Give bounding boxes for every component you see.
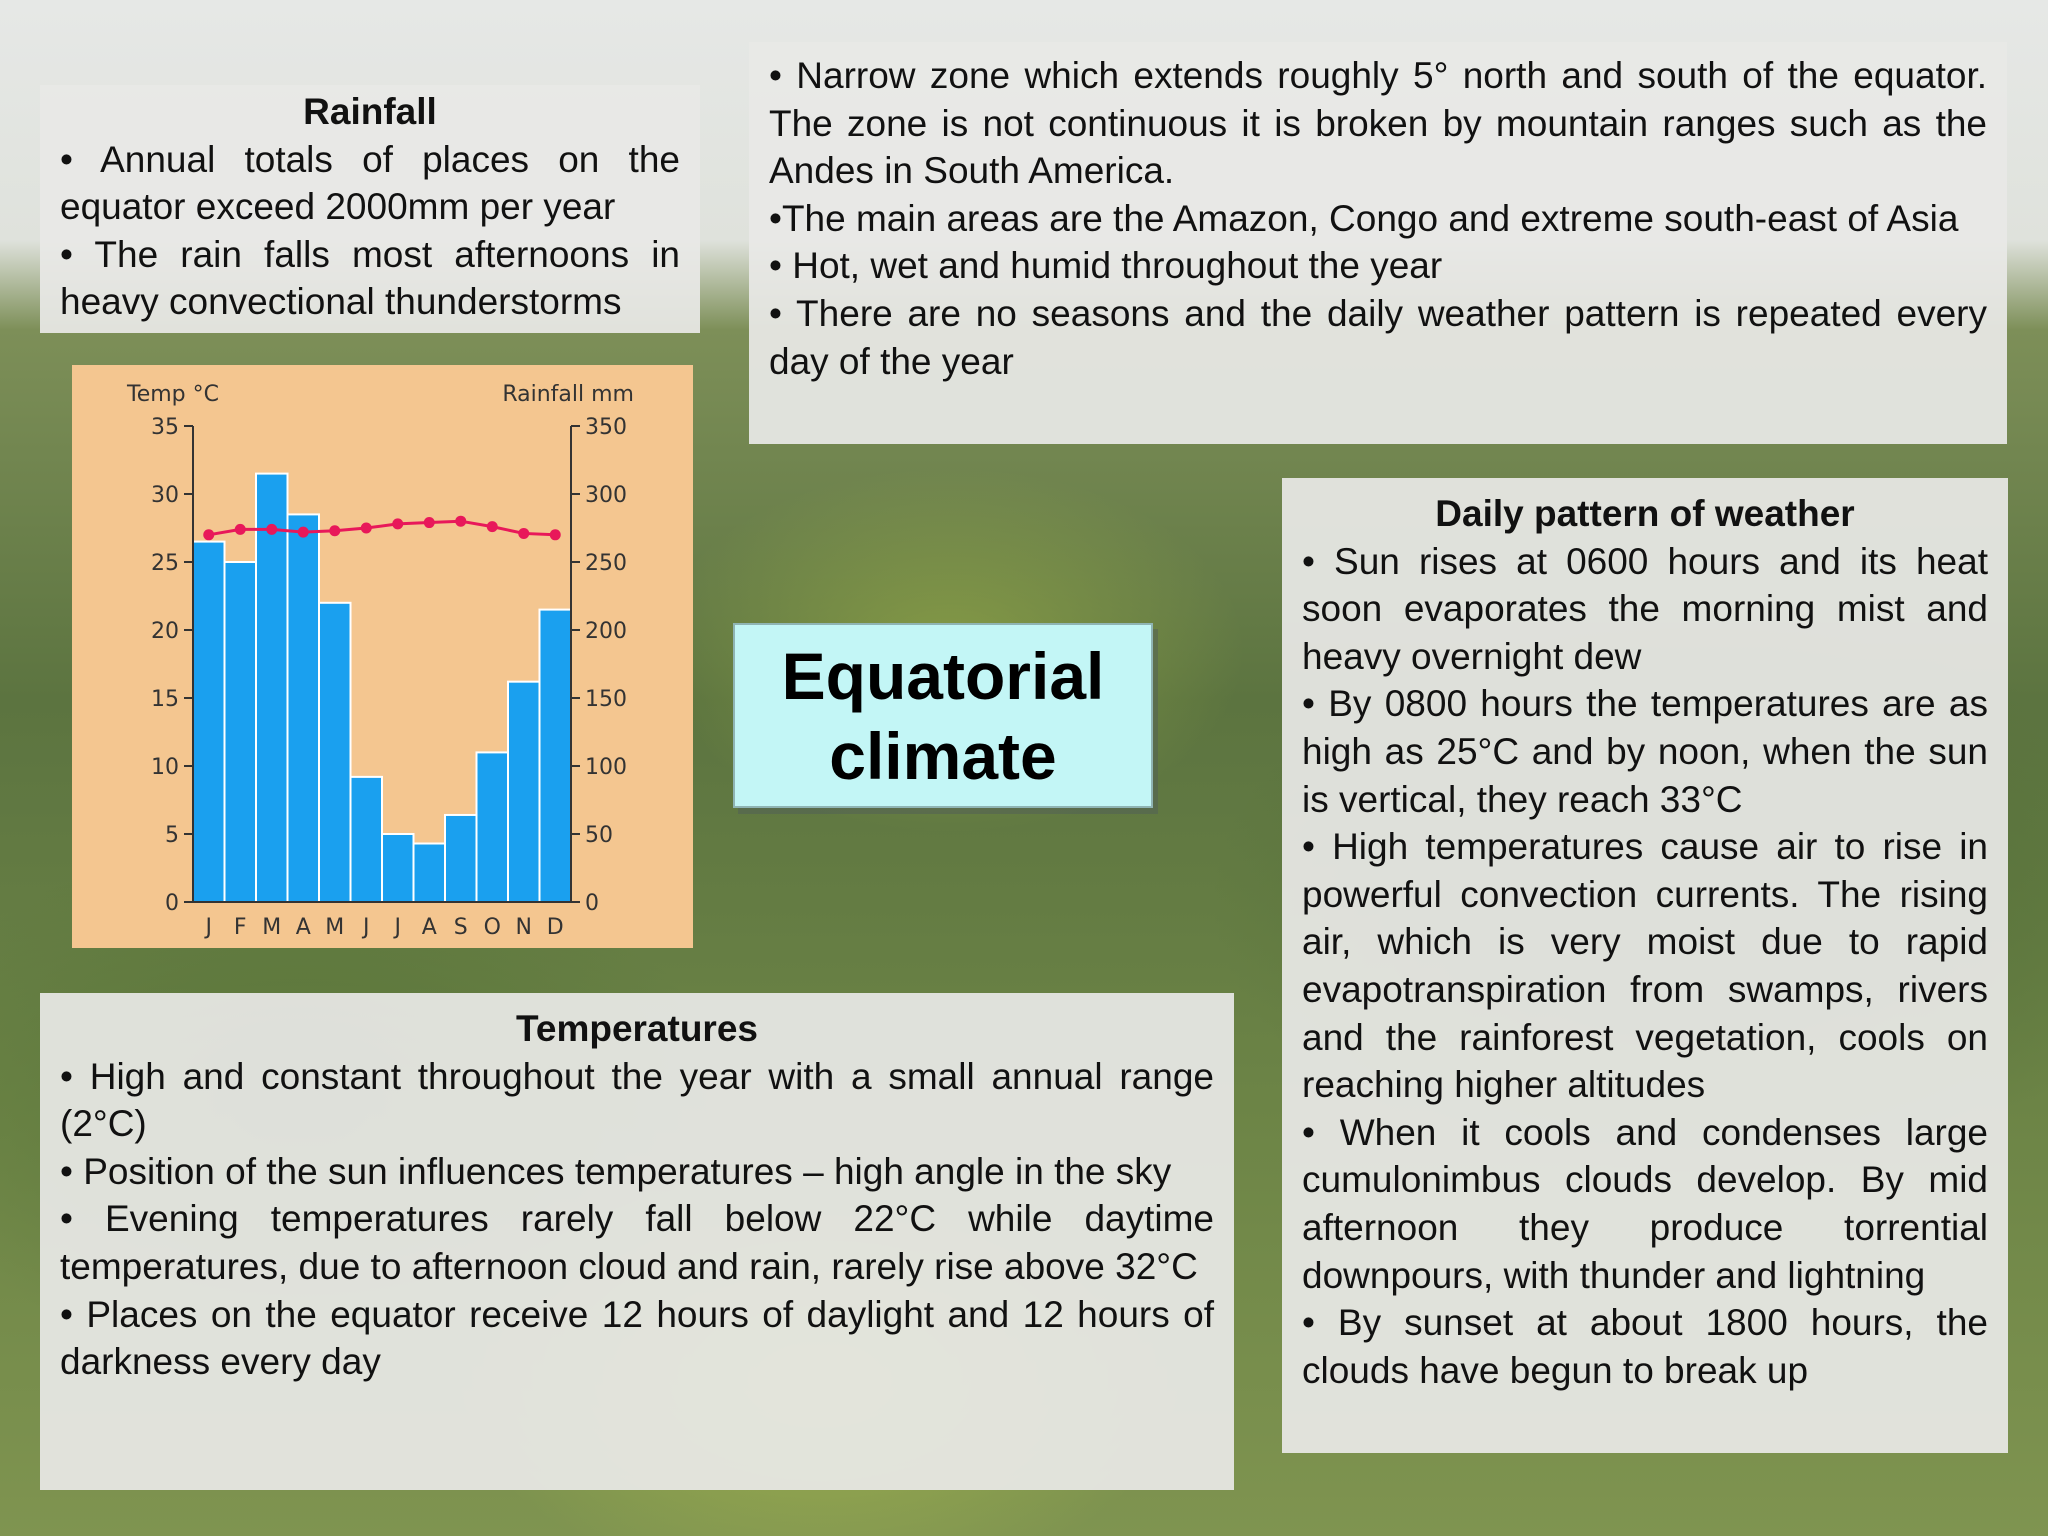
month-label: J [204, 915, 213, 940]
right-tick-label: 0 [585, 891, 599, 916]
rainfall-bar [286, 513, 320, 903]
right-tick-label: 100 [585, 755, 627, 780]
rainfall-bar [475, 751, 509, 903]
temperature-point [392, 518, 404, 530]
left-tick-label: 20 [151, 619, 179, 644]
temperature-point [329, 525, 341, 537]
rainfall-bullet: • Annual totals of places on the equator… [60, 138, 680, 228]
rainfall-bar [507, 680, 541, 903]
month-label: M [262, 915, 281, 940]
rainfall-heading: Rainfall [303, 91, 437, 132]
left-tick-label: 10 [151, 755, 179, 780]
temperature-point [297, 526, 309, 538]
left-tick-label: 30 [151, 483, 179, 508]
daily-pattern-panel: Daily pattern of weather • Sun rises at … [1282, 478, 2008, 1453]
daily-bullet: • High temperatures cause air to rise in… [1302, 826, 1988, 1106]
temperatures-panel: Temperatures • High and constant through… [40, 993, 1234, 1490]
temperature-point [203, 529, 215, 541]
month-label: D [547, 915, 564, 940]
zone-bullet: • Hot, wet and humid throughout the year [769, 245, 1443, 287]
temperature-point [234, 523, 246, 535]
month-label: M [325, 915, 344, 940]
right-axis-title: Rainfall mm [502, 382, 634, 407]
right-tick-label: 150 [585, 687, 627, 712]
temperatures-bullet: • High and constant throughout the year … [60, 1055, 1214, 1145]
daily-bullet: • Sun rises at 0600 hours and its heat s… [1302, 540, 1988, 677]
month-label: J [393, 915, 402, 940]
rainfall-bar [223, 561, 257, 903]
left-axis-title: Temp °C [126, 382, 219, 407]
right-tick-label: 250 [585, 551, 627, 576]
temperature-point [486, 521, 498, 533]
rainfall-bar [412, 842, 446, 903]
rainfall-panel: Rainfall • Annual totals of places on th… [40, 85, 700, 333]
rainfall-bar [538, 608, 572, 903]
daily-heading: Daily pattern of weather [1435, 493, 1855, 534]
slide-title: Equatorial climate [733, 623, 1153, 808]
zone-panel: • Narrow zone which extends roughly 5° n… [749, 42, 2007, 444]
month-label: F [234, 915, 247, 940]
climate-chart-svg: 05101520253035050100150200250300350Temp … [126, 382, 634, 940]
month-label: A [296, 915, 311, 940]
temperatures-heading: Temperatures [516, 1008, 758, 1049]
rainfall-bar [192, 540, 226, 903]
left-tick-label: 5 [165, 823, 179, 848]
rainfall-bar [255, 472, 289, 903]
temperature-point [360, 522, 372, 534]
right-tick-label: 50 [585, 823, 613, 848]
rainfall-bar [444, 813, 478, 903]
left-tick-label: 15 [151, 687, 179, 712]
month-label: O [484, 915, 501, 940]
daily-bullet: • By 0800 hours the temperatures are as … [1302, 683, 1988, 820]
rainfall-bar [381, 833, 415, 903]
title-line-2: climate [829, 718, 1057, 793]
temperatures-bullet: • Evening temperatures rarely fall below… [60, 1198, 1214, 1287]
month-label: J [361, 915, 370, 940]
temperature-point [423, 517, 435, 529]
title-line-1: Equatorial [781, 638, 1105, 713]
right-tick-label: 350 [585, 415, 627, 440]
month-label: S [454, 915, 468, 940]
temperature-point [549, 529, 561, 541]
temperature-point [266, 523, 278, 535]
temperature-point [455, 515, 467, 527]
right-tick-label: 300 [585, 483, 627, 508]
daily-bullet: • When it cools and condenses large cumu… [1302, 1111, 1988, 1296]
zone-bullet: • Narrow zone which extends roughly 5° n… [769, 55, 1987, 192]
rainfall-bar [318, 601, 352, 904]
zone-bullet: •The main areas are the Amazon, Congo an… [769, 197, 1959, 239]
rainfall-bullet: • The rain falls most afternoons in heav… [60, 233, 680, 323]
left-tick-label: 35 [151, 415, 179, 440]
temperatures-bullet: • Places on the equator receive 12 hours… [60, 1293, 1214, 1383]
left-tick-label: 25 [151, 551, 179, 576]
daily-bullet: • By sunset at about 1800 hours, the clo… [1302, 1302, 1988, 1391]
month-label: A [422, 915, 437, 940]
temperature-point [518, 527, 530, 539]
rainfall-bar [349, 775, 383, 904]
right-tick-label: 200 [585, 619, 627, 644]
temperatures-bullet: • Position of the sun influences tempera… [60, 1150, 1172, 1192]
zone-bullet: • There are no seasons and the daily wea… [769, 292, 1987, 382]
climate-graph: 0 5 10 15 20 25 30 35 0 50 100 150 200 250 300 350 Temp … [72, 365, 693, 948]
left-tick-label: 0 [165, 891, 179, 916]
month-label: N [516, 915, 532, 940]
